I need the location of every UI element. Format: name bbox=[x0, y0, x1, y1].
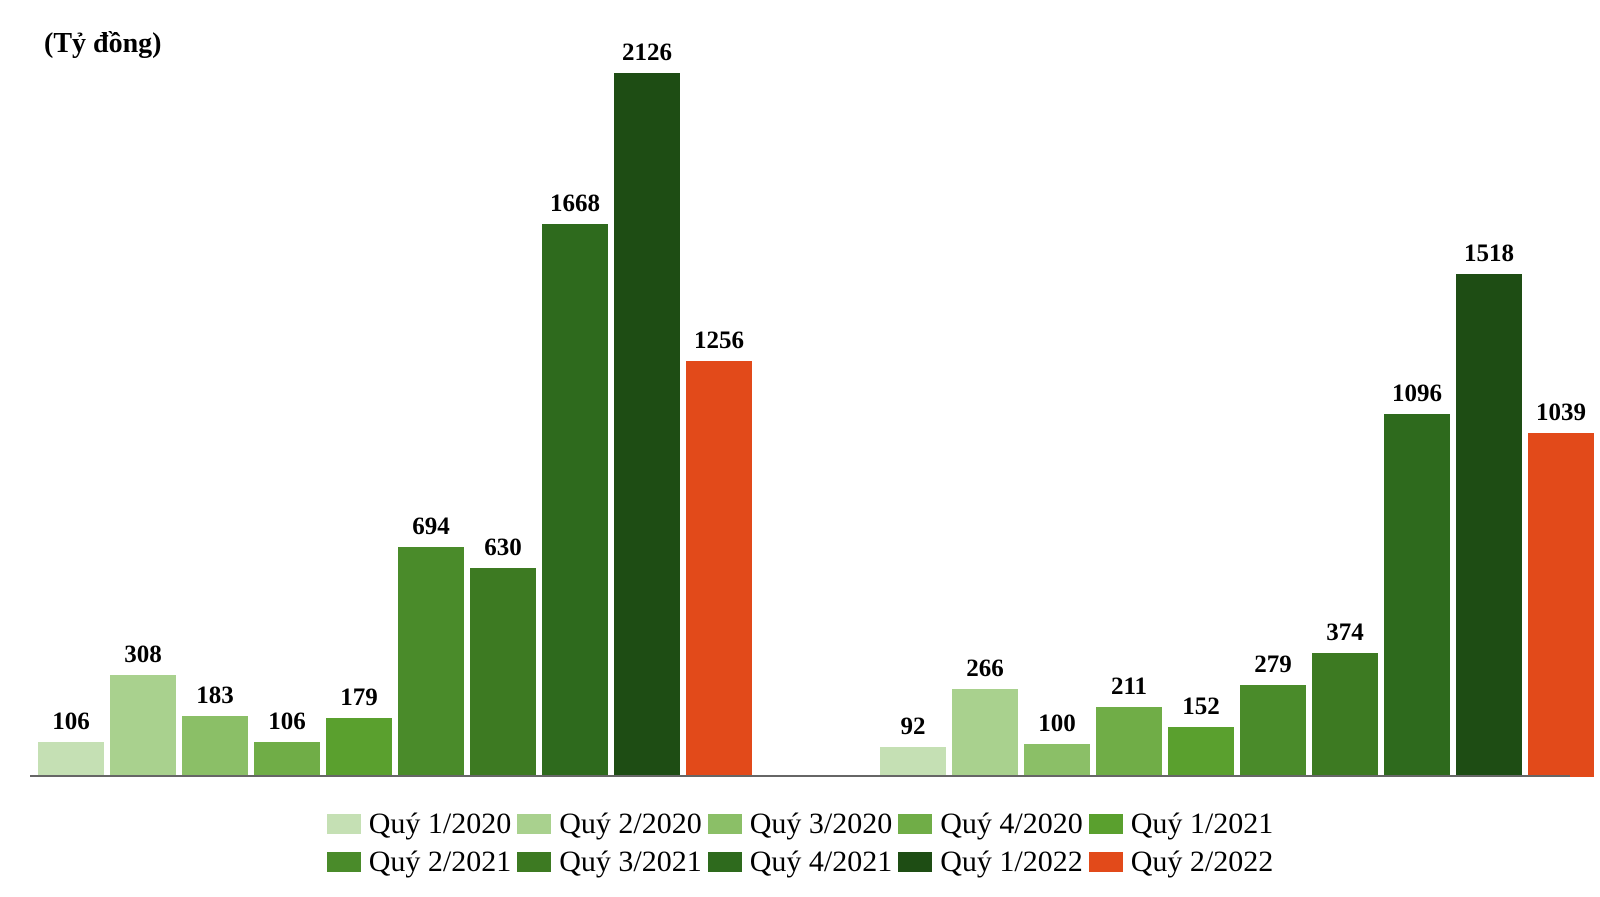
legend-label: Quý 2/2020 bbox=[559, 807, 702, 841]
x-axis-baseline bbox=[30, 775, 1570, 777]
legend-swatch bbox=[517, 852, 551, 872]
bar: 152 bbox=[1168, 727, 1234, 777]
bar: 694 bbox=[398, 547, 464, 777]
bar-value-label: 1668 bbox=[550, 190, 600, 218]
legend-swatch bbox=[708, 852, 742, 872]
bar-value-label: 106 bbox=[268, 708, 306, 736]
bar-value-label: 106 bbox=[52, 708, 90, 736]
legend: Quý 1/2020 Quý 2/2020 Quý 3/2020 Quý 4/2020… bbox=[0, 807, 1600, 879]
bar: 106 bbox=[38, 742, 104, 777]
legend-label: Quý 1/2022 bbox=[940, 845, 1083, 879]
bar-value-label: 279 bbox=[1254, 651, 1292, 679]
bar-value-label: 211 bbox=[1111, 673, 1147, 701]
bar: 1256 bbox=[686, 361, 752, 777]
bar: 1039 bbox=[1528, 433, 1594, 777]
bar-value-label: 1096 bbox=[1392, 380, 1442, 408]
bar-value-label: 183 bbox=[196, 682, 234, 710]
legend-item: Quý 2/2021 bbox=[327, 845, 512, 879]
bar: 279 bbox=[1240, 685, 1306, 777]
legend-row: Quý 1/2020 Quý 2/2020 Quý 3/2020 Quý 4/2020… bbox=[327, 807, 1274, 841]
bar-value-label: 179 bbox=[340, 684, 378, 712]
legend-swatch bbox=[1089, 814, 1123, 834]
bar: 374 bbox=[1312, 653, 1378, 777]
bar: 1668 bbox=[542, 224, 608, 777]
bar: 100 bbox=[1024, 744, 1090, 777]
bar: 92 bbox=[880, 747, 946, 777]
bar: 2126 bbox=[614, 73, 680, 777]
legend-label: Quý 1/2021 bbox=[1131, 807, 1274, 841]
bar: 1096 bbox=[1384, 414, 1450, 777]
bar-value-label: 308 bbox=[124, 641, 162, 669]
bar-value-label: 630 bbox=[484, 534, 522, 562]
legend-item: Quý 1/2022 bbox=[898, 845, 1083, 879]
bar-value-label: 2126 bbox=[622, 39, 672, 67]
bar: 630 bbox=[470, 568, 536, 777]
legend-swatch bbox=[327, 852, 361, 872]
bar-value-label: 266 bbox=[966, 655, 1004, 683]
bar-value-label: 152 bbox=[1182, 693, 1220, 721]
legend-item: Quý 4/2021 bbox=[708, 845, 893, 879]
legend-item: Quý 3/2021 bbox=[517, 845, 702, 879]
legend-label: Quý 4/2020 bbox=[940, 807, 1083, 841]
legend-swatch bbox=[1089, 852, 1123, 872]
bar: 1518 bbox=[1456, 274, 1522, 777]
bar-value-label: 92 bbox=[901, 713, 926, 741]
legend-swatch bbox=[517, 814, 551, 834]
legend-swatch bbox=[898, 814, 932, 834]
legend-label: Quý 3/2021 bbox=[559, 845, 702, 879]
legend-label: Quý 4/2021 bbox=[750, 845, 893, 879]
legend-swatch bbox=[327, 814, 361, 834]
legend-label: Quý 1/2020 bbox=[369, 807, 512, 841]
bar: 179 bbox=[326, 718, 392, 777]
legend-item: Quý 4/2020 bbox=[898, 807, 1083, 841]
bar-value-label: 374 bbox=[1326, 619, 1364, 647]
legend-item: Quý 2/2022 bbox=[1089, 845, 1274, 879]
bar-value-label: 694 bbox=[412, 513, 450, 541]
legend-row: Quý 2/2021 Quý 3/2021 Quý 4/2021 Quý 1/2022… bbox=[327, 845, 1274, 879]
legend-label: Quý 3/2020 bbox=[750, 807, 893, 841]
bar: 308 bbox=[110, 675, 176, 777]
legend-item: Quý 3/2020 bbox=[708, 807, 893, 841]
legend-swatch bbox=[708, 814, 742, 834]
legend-item: Quý 1/2021 bbox=[1089, 807, 1274, 841]
bar: 183 bbox=[182, 716, 248, 777]
legend-swatch bbox=[898, 852, 932, 872]
bar: 211 bbox=[1096, 707, 1162, 777]
legend-label: Quý 2/2021 bbox=[369, 845, 512, 879]
bar: 106 bbox=[254, 742, 320, 777]
legend-item: Quý 2/2020 bbox=[517, 807, 702, 841]
bar-value-label: 1518 bbox=[1464, 240, 1514, 268]
bar: 266 bbox=[952, 689, 1018, 777]
bar-value-label: 1039 bbox=[1536, 399, 1586, 427]
plot-area: 1063081831061796946301668212612569226610… bbox=[30, 48, 1570, 777]
legend-label: Quý 2/2022 bbox=[1131, 845, 1274, 879]
bar-value-label: 1256 bbox=[694, 327, 744, 355]
bar-value-label: 100 bbox=[1038, 710, 1076, 738]
quarterly-bar-chart: (Tỷ đồng) 106308183106179694630166821261… bbox=[0, 0, 1600, 897]
legend-item: Quý 1/2020 bbox=[327, 807, 512, 841]
bars-container: 1063081831061796946301668212612569226610… bbox=[30, 48, 1570, 777]
